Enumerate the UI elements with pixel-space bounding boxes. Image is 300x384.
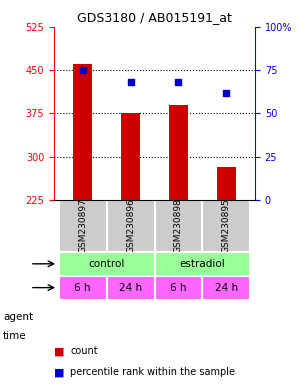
FancyBboxPatch shape xyxy=(59,200,106,252)
Text: count: count xyxy=(70,346,98,356)
Bar xyxy=(73,65,92,200)
Point xyxy=(176,79,181,85)
FancyBboxPatch shape xyxy=(59,252,154,276)
Text: percentile rank within the sample: percentile rank within the sample xyxy=(70,367,236,377)
FancyBboxPatch shape xyxy=(202,276,250,300)
Text: GSM230898: GSM230898 xyxy=(174,199,183,253)
Text: 6 h: 6 h xyxy=(74,283,91,293)
Text: time: time xyxy=(3,331,27,341)
FancyBboxPatch shape xyxy=(154,252,250,276)
Text: agent: agent xyxy=(3,312,33,322)
Text: GSM230897: GSM230897 xyxy=(78,199,87,253)
Text: estradiol: estradiol xyxy=(179,259,225,269)
FancyBboxPatch shape xyxy=(154,200,202,252)
Bar xyxy=(169,105,188,200)
Text: GSM230896: GSM230896 xyxy=(126,199,135,253)
Text: 24 h: 24 h xyxy=(119,283,142,293)
Text: 24 h: 24 h xyxy=(215,283,238,293)
Text: ■: ■ xyxy=(54,367,64,377)
Text: 6 h: 6 h xyxy=(170,283,187,293)
FancyBboxPatch shape xyxy=(59,276,106,300)
Text: control: control xyxy=(88,259,125,269)
Point xyxy=(128,79,133,85)
Title: GDS3180 / AB015191_at: GDS3180 / AB015191_at xyxy=(77,11,232,24)
Point xyxy=(224,89,229,96)
Bar xyxy=(217,167,236,200)
FancyBboxPatch shape xyxy=(154,276,202,300)
FancyBboxPatch shape xyxy=(106,276,154,300)
Text: ■: ■ xyxy=(54,346,64,356)
FancyBboxPatch shape xyxy=(106,200,154,252)
Bar xyxy=(121,113,140,200)
Point xyxy=(80,67,85,73)
Text: GSM230895: GSM230895 xyxy=(222,199,231,253)
FancyBboxPatch shape xyxy=(202,200,250,252)
